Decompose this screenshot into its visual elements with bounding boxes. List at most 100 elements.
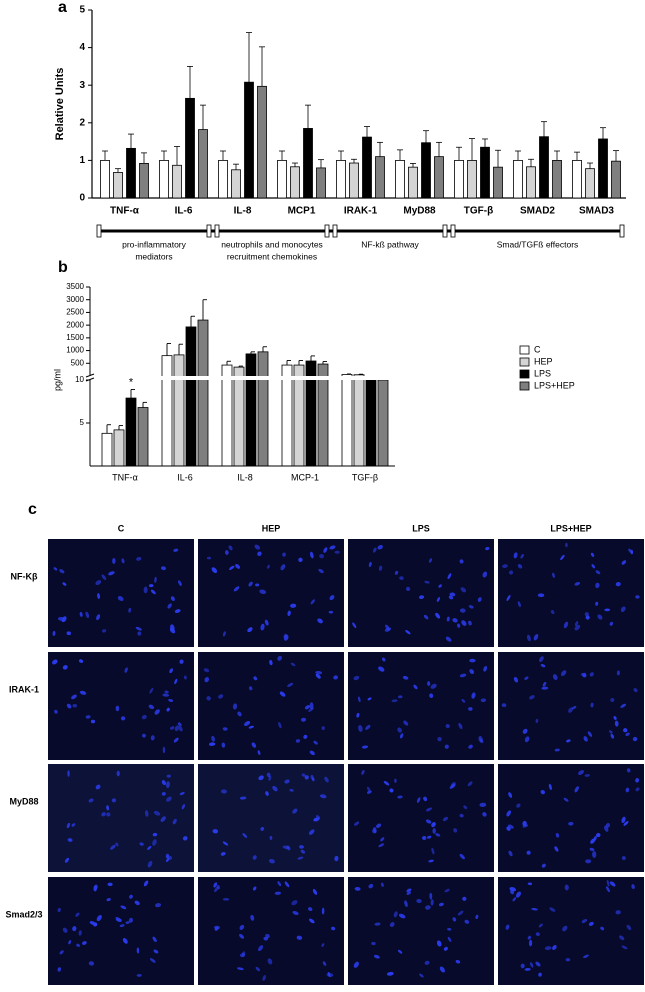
cell-nucleus	[160, 566, 166, 571]
cell-nucleus	[419, 973, 424, 978]
cell-nucleus	[257, 750, 261, 755]
cell-nucleus	[459, 853, 465, 860]
cell-nucleus	[166, 774, 171, 778]
cell-nucleus	[75, 912, 80, 917]
bar	[293, 364, 305, 467]
bar	[513, 159, 523, 199]
cell-nucleus	[606, 886, 610, 893]
cell-nucleus	[482, 571, 488, 578]
y-tick-label: 2500	[66, 308, 84, 317]
cell-nucleus	[373, 827, 377, 834]
cell-nucleus	[398, 913, 406, 919]
cell-nucleus	[421, 835, 427, 841]
bar	[539, 136, 549, 199]
bar	[218, 159, 228, 199]
cell-nucleus	[106, 812, 111, 817]
cell-nucleus	[211, 567, 218, 574]
bar	[126, 147, 136, 199]
bar	[245, 353, 257, 467]
cell-nucleus	[619, 935, 625, 941]
cell-nucleus	[161, 780, 166, 786]
cell-nucleus	[595, 601, 599, 606]
cell-nucleus	[378, 843, 385, 848]
cell-nucleus	[383, 780, 390, 786]
cell-nucleus	[82, 941, 87, 945]
cell-nucleus	[62, 927, 68, 933]
cell-nucleus	[111, 798, 117, 803]
cell-nucleus	[469, 669, 475, 675]
column-header: C	[118, 523, 125, 533]
cell-nucleus	[418, 595, 425, 600]
cell-nucleus	[101, 629, 107, 633]
cell-nucleus	[173, 548, 179, 552]
cell-nucleus	[535, 718, 539, 724]
cell-nucleus	[431, 822, 436, 828]
legend-swatch	[519, 345, 530, 355]
cell-nucleus	[321, 907, 325, 915]
cell-nucleus	[405, 630, 411, 635]
cell-nucleus	[53, 567, 58, 571]
cell-nucleus	[578, 770, 584, 776]
cell-nucleus	[459, 608, 466, 613]
cell-nucleus	[425, 807, 433, 812]
cell-nucleus	[529, 695, 535, 700]
cell-nucleus	[509, 570, 514, 575]
cell-nucleus	[542, 681, 547, 687]
cell-nucleus	[621, 945, 628, 950]
bar	[244, 81, 254, 199]
cell-nucleus	[96, 614, 101, 621]
cell-nucleus	[255, 966, 261, 972]
micrograph	[48, 539, 194, 647]
cell-nucleus	[574, 786, 579, 793]
cell-nucleus	[248, 581, 253, 587]
cell-nucleus	[85, 611, 90, 619]
cell-nucleus	[358, 724, 363, 732]
cell-nucleus	[581, 918, 588, 924]
cell-nucleus	[277, 655, 282, 661]
cell-nucleus	[122, 938, 128, 944]
cell-nucleus	[108, 571, 115, 576]
cell-nucleus	[459, 559, 464, 564]
cell-nucleus	[565, 542, 568, 548]
cell-nucleus	[366, 790, 372, 794]
micrograph	[498, 652, 644, 760]
cell-nucleus	[584, 612, 589, 617]
legend-label: C	[534, 344, 541, 354]
cell-nucleus	[595, 582, 600, 589]
cell-nucleus	[482, 812, 487, 817]
cell-nucleus	[152, 832, 158, 837]
row-label: IRAK-1	[9, 684, 39, 694]
cell-nucleus	[117, 596, 124, 601]
micrograph-background	[348, 764, 494, 872]
cell-nucleus	[520, 553, 524, 559]
cell-nucleus	[154, 709, 160, 715]
cell-nucleus	[153, 810, 161, 816]
cell-nucleus	[119, 924, 125, 928]
cell-nucleus	[85, 715, 91, 719]
cell-nucleus	[423, 796, 428, 802]
bracket-end	[96, 224, 102, 238]
x-tick-label: MCP-1	[291, 472, 319, 482]
cell-nucleus	[563, 797, 569, 802]
cell-nucleus	[64, 857, 70, 863]
cell-nucleus	[321, 943, 325, 947]
cell-nucleus	[172, 818, 177, 825]
cell-nucleus	[425, 819, 432, 824]
cell-nucleus	[463, 805, 468, 810]
cell-nucleus	[328, 610, 334, 614]
cell-nucleus	[462, 896, 467, 901]
cell-nucleus	[632, 736, 638, 742]
cell-nucleus	[399, 733, 404, 739]
cell-nucleus	[222, 727, 228, 731]
cell-nucleus	[424, 960, 430, 965]
cell-nucleus	[528, 939, 533, 947]
bar	[480, 146, 490, 199]
cell-nucleus	[206, 556, 212, 560]
cell-nucleus	[296, 935, 303, 940]
group-label: recruitment chemokines	[227, 251, 317, 261]
cell-nucleus	[150, 589, 156, 595]
cell-nucleus	[177, 722, 182, 727]
cell-nucleus	[485, 547, 490, 551]
column-header: HEP	[262, 523, 281, 533]
